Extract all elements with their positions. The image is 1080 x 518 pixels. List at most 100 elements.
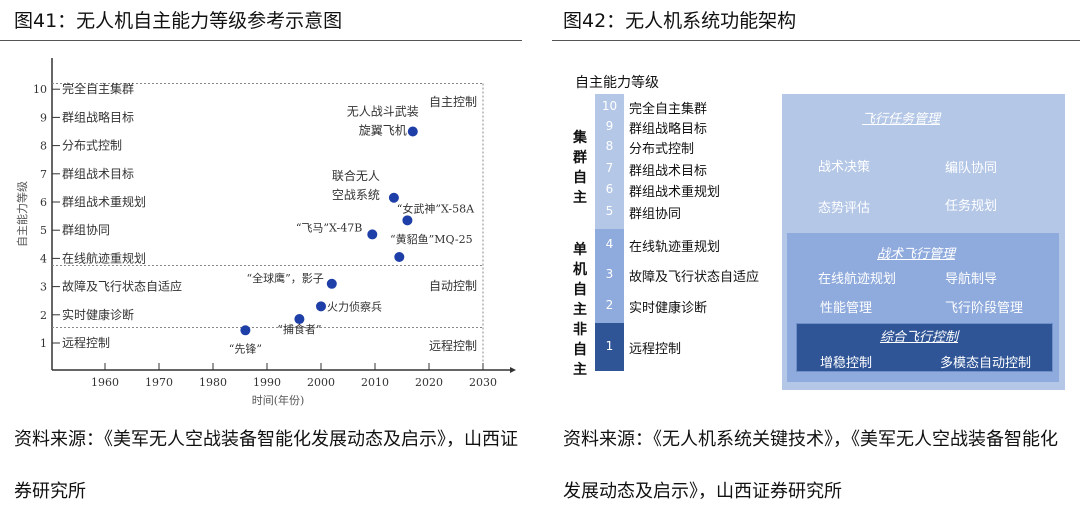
level-label: 远程控制 [62, 335, 110, 350]
x-tick-label: 2020 [415, 376, 443, 389]
data-point [240, 325, 251, 336]
tactical-item: 性能管理 [820, 301, 873, 316]
region-label: 自主控制 [429, 95, 477, 109]
level-bar-none [595, 323, 624, 371]
mission-title: 飞行任务管理 [862, 112, 941, 127]
level-label: 群组战略目标 [629, 122, 708, 137]
level-number: 2 [605, 298, 614, 312]
y-axis-label: 自主能力等级 [15, 181, 29, 247]
x-axis-label: 时间(年份) [252, 393, 305, 407]
mission-item: 编队协同 [945, 161, 998, 176]
point-label: “捕食者” [277, 322, 321, 336]
y-tick-label: 2 [40, 309, 47, 322]
point-label: “先锋” [229, 342, 262, 355]
region-label: 自动控制 [429, 279, 477, 293]
level-label: 群组战术重规划 [629, 185, 721, 200]
level-label: 分布式控制 [629, 142, 695, 157]
level-number: 8 [605, 139, 614, 153]
data-point [294, 314, 305, 325]
level-label: 群组战术目标 [629, 164, 708, 179]
data-point [402, 215, 413, 226]
x-tick-label: 1960 [91, 376, 119, 389]
mission-item: 态势评估 [818, 201, 871, 216]
group-label-swarm: 集群自主 [573, 130, 587, 206]
data-point [407, 126, 418, 137]
data-point [316, 301, 326, 312]
y-tick-label: 7 [40, 168, 47, 181]
group-label-single: 单机自主 [573, 242, 587, 318]
tactical-item: 飞行阶段管理 [945, 301, 1024, 316]
title-divider [552, 40, 1080, 41]
control-item: 多模态自动控制 [940, 356, 1032, 371]
point-label: “飞马”X-47B [296, 221, 362, 234]
level-label: 在线轨迹重规划 [629, 240, 721, 255]
data-point [388, 192, 399, 203]
group-label-none: 非自主 [573, 322, 587, 378]
axis-title: 自主能力等级 [575, 75, 659, 91]
y-tick-label: 5 [40, 224, 47, 237]
level-bar-single [595, 229, 624, 323]
level-label: 故障及飞行状态自适应 [62, 279, 182, 294]
y-tick-label: 8 [40, 140, 47, 153]
level-number: 9 [605, 119, 614, 133]
level-label: 群组战术目标 [62, 167, 134, 181]
level-label: 群组协同 [629, 207, 682, 222]
x-tick-label: 1980 [199, 376, 227, 389]
x-axis-arrow [510, 367, 516, 373]
level-number: 6 [605, 182, 614, 196]
level-number: 3 [605, 267, 614, 281]
figure-42-title: 图42：无人机系统功能架构 [563, 10, 797, 32]
flight-control-box [796, 323, 1053, 372]
level-label: 群组协同 [62, 222, 110, 237]
level-number: 5 [605, 204, 614, 218]
level-label: 实时健康诊断 [62, 307, 134, 322]
level-number: 4 [605, 237, 614, 251]
level-label: 远程控制 [629, 342, 682, 357]
y-tick-label: 3 [40, 281, 47, 294]
point-label: 联合无人空战系统 [332, 168, 380, 202]
level-bar-swarm [595, 94, 624, 229]
level-label: 完全自主集群 [62, 81, 134, 96]
x-tick-label: 2030 [469, 376, 497, 389]
mission-item: 战术决策 [818, 160, 871, 175]
y-tick-label: 9 [40, 111, 47, 124]
y-tick-label: 4 [40, 252, 47, 265]
point-label: “黄貂鱼”MQ-25 [390, 232, 473, 246]
x-tick-label: 2000 [307, 376, 335, 389]
title-divider [0, 40, 522, 41]
figure-41-title: 图41：无人机自主能力等级参考示意图 [14, 10, 343, 32]
level-label: 群组战术重规划 [62, 194, 146, 209]
point-label: 无人战斗武装旋翼飞机 [347, 105, 419, 138]
level-number: 1 [605, 339, 614, 353]
level-label: 完全自主集群 [629, 102, 708, 117]
level-label: 故障及飞行状态自适应 [629, 270, 760, 285]
figure-42-source: 资料来源：《无人机系统关键技术》，《美军无人空战装备智能化发展动态及启示》，山西… [563, 429, 1058, 502]
y-tick-label: 1 [40, 337, 47, 350]
level-number: 7 [605, 161, 614, 175]
point-label: 火力侦察兵 [327, 299, 382, 313]
point-label: “女武神”X-58A [397, 201, 475, 215]
tactical-title: 战术飞行管理 [877, 247, 956, 262]
point-label: “全球鹰”，影子 [247, 271, 324, 285]
tactical-item: 导航制导 [945, 272, 998, 287]
y-tick-label: 6 [40, 196, 47, 209]
level-label: 在线航迹重规划 [62, 250, 146, 265]
data-point [394, 251, 405, 262]
figure-41-source: 资料来源：《美军无人空战装备智能化发展动态及启示》，山西证券研究所 [14, 429, 518, 502]
autonomy-level-chart: 1960 1970 1980 1990 2000 2010 2020 2030 1 远程控制 2 实时… [15, 58, 516, 407]
mission-item: 任务规划 [945, 199, 998, 214]
x-tick-label: 1990 [253, 376, 281, 389]
data-point [367, 229, 378, 240]
level-label: 群组战略目标 [62, 109, 134, 124]
control-item: 增稳控制 [820, 356, 873, 371]
control-title: 综合飞行控制 [880, 330, 959, 345]
data-point [326, 278, 337, 289]
level-number: 10 [601, 99, 618, 113]
x-tick-label: 2010 [361, 376, 389, 389]
region-label: 远程控制 [429, 338, 477, 353]
x-tick-label: 1970 [145, 376, 173, 389]
level-label: 实时健康诊断 [629, 301, 708, 316]
y-tick-label: 10 [33, 83, 47, 96]
tactical-item: 在线航迹规划 [818, 272, 897, 287]
level-label: 分布式控制 [62, 139, 122, 153]
